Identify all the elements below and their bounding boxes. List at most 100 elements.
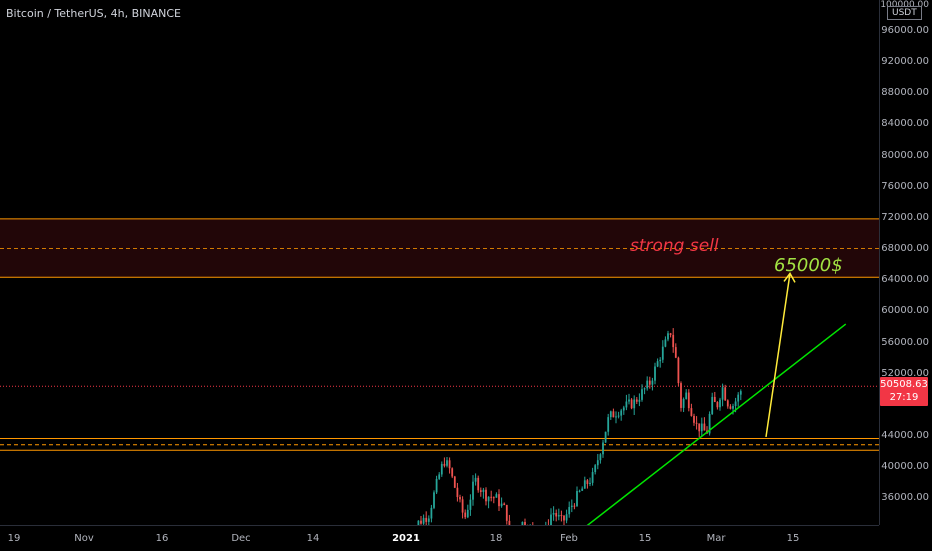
candle-body <box>420 521 422 524</box>
candle-body <box>644 388 646 389</box>
candle <box>555 510 557 522</box>
currency-label[interactable]: USDT <box>887 6 922 20</box>
symbol-title[interactable]: Bitcoin / TetherUS, 4h, BINANCE <box>6 7 181 20</box>
candle-body <box>493 497 495 498</box>
candle <box>433 490 435 509</box>
candle-body <box>620 410 622 415</box>
candle-body <box>610 411 612 417</box>
candle <box>730 404 732 409</box>
candle-body <box>485 490 487 501</box>
candle <box>605 432 607 443</box>
candle-body <box>488 497 490 501</box>
time-axis-label: 2021 <box>392 533 420 544</box>
candle <box>646 376 648 390</box>
candle-body <box>688 393 690 409</box>
candle <box>701 418 703 437</box>
candle <box>579 490 581 493</box>
candle <box>592 468 594 486</box>
price-chart[interactable] <box>0 0 879 525</box>
candle <box>454 476 456 488</box>
candle-body <box>475 478 477 482</box>
price-axis-label: 84000.00 <box>881 118 929 129</box>
candle-body <box>501 504 503 507</box>
candle-body <box>477 478 479 490</box>
candle-body <box>641 389 643 400</box>
candle <box>722 384 724 407</box>
candle-body <box>613 411 615 417</box>
candle <box>704 417 706 430</box>
candle-body <box>698 423 700 431</box>
candle <box>652 378 654 391</box>
candle <box>457 483 459 502</box>
candle <box>550 508 552 525</box>
candle <box>566 510 568 524</box>
candle-body <box>675 347 677 358</box>
candle <box>633 395 635 415</box>
strong-sell-annotation[interactable]: strong sell <box>630 236 719 256</box>
price-axis-label: 72000.00 <box>881 212 929 223</box>
candle-body <box>472 482 474 500</box>
candle-body <box>618 416 620 417</box>
candle <box>717 401 719 409</box>
candle <box>420 516 422 525</box>
candle <box>719 398 721 411</box>
candle-body <box>506 505 508 521</box>
candle-body <box>693 416 695 423</box>
candle-body <box>449 460 451 468</box>
candle-body <box>701 424 703 432</box>
candle <box>675 343 677 358</box>
candle-body <box>470 500 472 510</box>
candle <box>636 397 638 404</box>
price-axis-label: 96000.00 <box>881 25 929 36</box>
candle <box>587 479 589 489</box>
candle <box>672 328 674 353</box>
candle-body <box>498 494 500 506</box>
candle <box>444 457 446 467</box>
candle-body <box>714 397 716 402</box>
candle-body <box>722 387 724 399</box>
candle-body <box>444 464 446 466</box>
time-axis-label: Mar <box>707 533 726 544</box>
ascending-trendline[interactable] <box>578 324 846 525</box>
candle-body <box>691 408 693 416</box>
candle <box>441 461 443 476</box>
candle-body <box>464 513 466 518</box>
time-axis-label: Nov <box>74 533 94 544</box>
candle <box>490 491 492 502</box>
candle-body <box>438 474 440 478</box>
candle-body <box>602 443 604 455</box>
candle-body <box>732 406 734 409</box>
candle <box>680 381 682 411</box>
candle-body <box>451 468 453 476</box>
candle <box>451 467 453 478</box>
current-price-tag: 50508.63 27:19 <box>880 377 928 406</box>
projection-arrow[interactable] <box>766 273 790 437</box>
candle-body <box>654 366 656 380</box>
candle-body <box>646 381 648 389</box>
price-axis-label: 88000.00 <box>881 87 929 98</box>
candle <box>423 514 425 524</box>
candle <box>610 411 612 420</box>
candle-body <box>480 490 482 492</box>
candle-body <box>737 395 739 402</box>
candle <box>607 414 609 436</box>
candle <box>693 414 695 426</box>
price-axis-label: 36000.00 <box>881 492 929 503</box>
candle-body <box>626 402 628 408</box>
candle-body <box>503 504 505 505</box>
candle-body <box>607 417 609 432</box>
candle <box>641 384 643 402</box>
target-annotation[interactable]: 65000$ <box>774 255 843 276</box>
candle-body <box>735 402 737 406</box>
candle-body <box>441 464 443 475</box>
candle <box>581 486 583 491</box>
candle <box>558 509 560 521</box>
candle <box>662 340 664 363</box>
candle-body <box>730 406 732 408</box>
candle <box>571 500 573 513</box>
candle <box>696 416 698 429</box>
candle <box>563 515 565 525</box>
candle <box>488 496 490 508</box>
